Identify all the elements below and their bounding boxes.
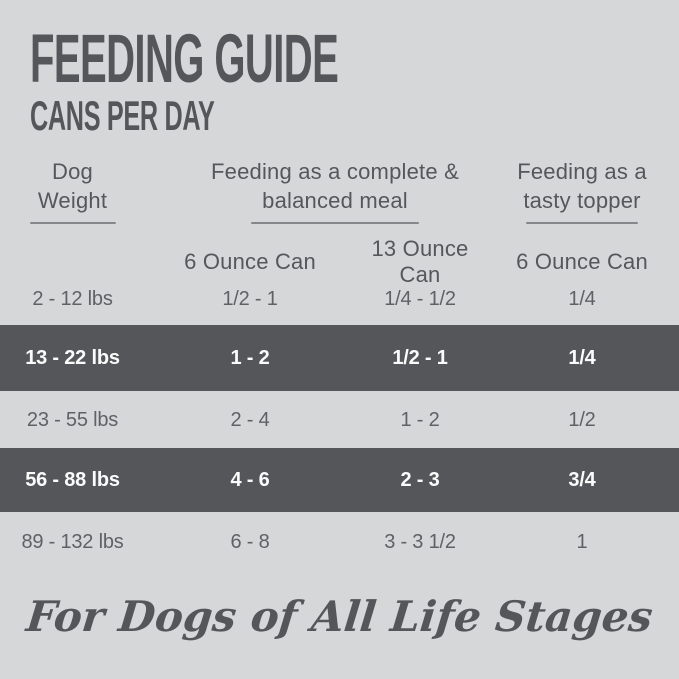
subheader-6oz-meal: 6 Ounce Can	[184, 249, 316, 274]
page-subtitle: CANS PER DAY	[30, 92, 215, 139]
col-header-dog-weight: Dog Weight	[0, 157, 145, 224]
table-subheader-row: 6 Ounce Can 13 Ounce Can 6 Ounce Can	[0, 236, 679, 287]
table-row-highlighted: 13 - 22 lbs 1 - 2 1/2 - 1 1/4	[0, 325, 679, 391]
tasty-topper-line2: tasty topper	[523, 188, 641, 213]
complete-meal-line1: Feeding as a complete &	[211, 159, 459, 184]
meal-6oz-cell: 1 - 2	[230, 346, 270, 369]
complete-meal-line2: balanced meal	[262, 188, 408, 213]
page-title: FEEDING GUIDE	[30, 20, 339, 97]
col-header-complete-meal: Feeding as a complete & balanced meal	[145, 157, 485, 224]
subheader-6oz-topper: 6 Ounce Can	[516, 249, 648, 274]
meal-6oz-cell: 2 - 4	[230, 408, 270, 431]
dog-weight-underline	[29, 222, 116, 224]
table-row: 2 - 12 lbs 1/2 - 1 1/4 - 1/2 1/4	[0, 282, 679, 316]
topper-6oz-cell: 1/2	[568, 408, 596, 431]
topper-6oz-cell: 1	[576, 530, 588, 553]
meal-13oz-cell: 2 - 3	[400, 468, 440, 491]
table-row-highlighted: 56 - 88 lbs 4 - 6 2 - 3 3/4	[0, 448, 679, 512]
topper-6oz-cell: 1/4	[568, 346, 596, 369]
meal-13oz-cell: 1/4 - 1/2	[384, 287, 456, 310]
table-header-row: Dog Weight Feeding as a complete & balan…	[0, 157, 679, 224]
tasty-topper-underline	[526, 222, 638, 224]
table-row: 23 - 55 lbs 2 - 4 1 - 2 1/2	[0, 403, 679, 437]
dog-weight-line2: Weight	[37, 188, 108, 213]
topper-6oz-cell: 1/4	[568, 287, 596, 310]
weight-cell: 13 - 22 lbs	[25, 346, 120, 369]
dog-weight-line1: Dog	[52, 159, 93, 184]
table-row: 89 - 132 lbs 6 - 8 3 - 3 1/2 1	[0, 525, 679, 559]
meal-6oz-cell: 4 - 6	[230, 468, 270, 491]
complete-meal-underline	[251, 222, 419, 224]
tasty-topper-line1: Feeding as a	[517, 159, 647, 184]
meal-13oz-cell: 3 - 3 1/2	[384, 530, 456, 553]
weight-cell: 56 - 88 lbs	[25, 468, 120, 491]
meal-13oz-cell: 1/2 - 1	[392, 346, 448, 369]
meal-6oz-cell: 1/2 - 1	[222, 287, 278, 310]
tagline: For Dogs of All Life Stages	[24, 592, 655, 641]
meal-13oz-cell: 1 - 2	[400, 408, 440, 431]
subheader-13oz-meal: 13 Ounce Can	[371, 236, 469, 287]
col-header-tasty-topper: Feeding as a tasty topper	[485, 157, 679, 224]
weight-cell: 23 - 55 lbs	[26, 408, 119, 431]
topper-6oz-cell: 3/4	[568, 468, 596, 491]
weight-cell: 89 - 132 lbs	[21, 530, 124, 553]
weight-cell: 2 - 12 lbs	[32, 287, 113, 310]
meal-6oz-cell: 6 - 8	[230, 530, 270, 553]
